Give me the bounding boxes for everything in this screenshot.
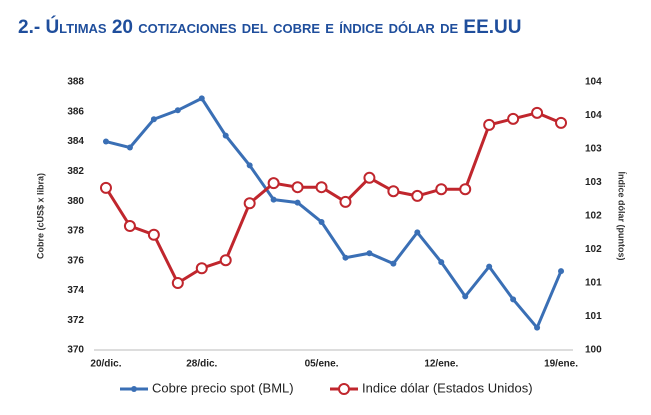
data-point bbox=[243, 197, 256, 210]
data-point bbox=[462, 293, 469, 300]
data-point bbox=[387, 185, 400, 198]
x-tick-label: 20/dic. bbox=[90, 359, 121, 370]
chart-title: 2.- Últimas 20 cotizaciones del cobre e … bbox=[18, 16, 521, 38]
x-tick-label: 28/dic. bbox=[186, 359, 217, 370]
x-tick-label: 05/ene. bbox=[305, 359, 339, 370]
data-point bbox=[363, 171, 376, 184]
data-point bbox=[411, 189, 424, 202]
y2-tick-label: 101 bbox=[585, 311, 602, 322]
data-point bbox=[270, 196, 277, 203]
legend-label: Indice dólar (Estados Unidos) bbox=[362, 380, 533, 395]
data-point bbox=[126, 144, 133, 151]
y2-tick-label: 103 bbox=[585, 177, 602, 188]
data-point bbox=[339, 195, 352, 208]
data-point bbox=[414, 229, 421, 236]
y-tick-label: 372 bbox=[67, 315, 84, 326]
y2-tick-label: 102 bbox=[585, 211, 602, 222]
y-tick-label: 370 bbox=[67, 345, 84, 356]
data-point bbox=[147, 228, 160, 241]
series-line bbox=[104, 111, 562, 286]
y2-tick-label: 104 bbox=[585, 77, 602, 88]
legend-label: Cobre precio spot (BML) bbox=[152, 380, 294, 395]
data-point bbox=[366, 250, 373, 257]
y-tick-label: 380 bbox=[67, 196, 84, 207]
data-point bbox=[171, 277, 184, 289]
y-tick-label: 386 bbox=[67, 106, 84, 117]
y2-tick-label: 101 bbox=[585, 278, 602, 289]
y-tick-label: 374 bbox=[67, 285, 84, 296]
data-point bbox=[459, 183, 472, 196]
series-line bbox=[105, 96, 563, 331]
x-tick-label: 19/ene. bbox=[544, 359, 578, 370]
data-point bbox=[318, 218, 325, 225]
data-point bbox=[222, 132, 229, 139]
data-point bbox=[246, 162, 253, 169]
data-point bbox=[510, 296, 517, 303]
data-point bbox=[507, 112, 520, 125]
legend-marker bbox=[131, 386, 137, 392]
y2-axis-label: Índice dólar (puntos) bbox=[617, 172, 627, 261]
data-point bbox=[531, 106, 544, 119]
data-point bbox=[534, 324, 541, 331]
data-point bbox=[123, 220, 136, 233]
data-point bbox=[102, 138, 109, 145]
data-point bbox=[150, 116, 157, 123]
data-point bbox=[267, 177, 280, 190]
data-point bbox=[291, 181, 304, 194]
y-tick-label: 376 bbox=[67, 255, 84, 266]
legend-marker bbox=[338, 383, 350, 395]
data-point bbox=[174, 107, 181, 114]
y2-tick-label: 104 bbox=[585, 110, 602, 121]
data-point bbox=[438, 259, 445, 266]
data-point bbox=[555, 116, 568, 129]
data-point bbox=[486, 263, 493, 270]
y2-tick-label: 103 bbox=[585, 144, 602, 155]
data-point bbox=[195, 262, 208, 275]
y-axis-label: Cobre (cUS$ x libra) bbox=[35, 173, 45, 259]
y-tick-label: 388 bbox=[67, 77, 84, 88]
data-point bbox=[342, 254, 349, 261]
data-point bbox=[198, 95, 205, 102]
data-point bbox=[315, 181, 328, 194]
data-point bbox=[294, 199, 301, 206]
data-point bbox=[390, 260, 397, 267]
y-tick-label: 378 bbox=[67, 226, 84, 237]
y-tick-label: 382 bbox=[67, 166, 84, 177]
y2-tick-label: 100 bbox=[585, 345, 602, 356]
data-point bbox=[219, 254, 232, 267]
data-point bbox=[558, 268, 565, 275]
y-tick-label: 384 bbox=[67, 136, 84, 147]
data-point bbox=[99, 181, 112, 194]
data-point bbox=[435, 183, 448, 196]
data-point bbox=[483, 118, 496, 131]
y2-tick-label: 102 bbox=[585, 244, 602, 255]
x-tick-label: 12/ene. bbox=[424, 359, 458, 370]
